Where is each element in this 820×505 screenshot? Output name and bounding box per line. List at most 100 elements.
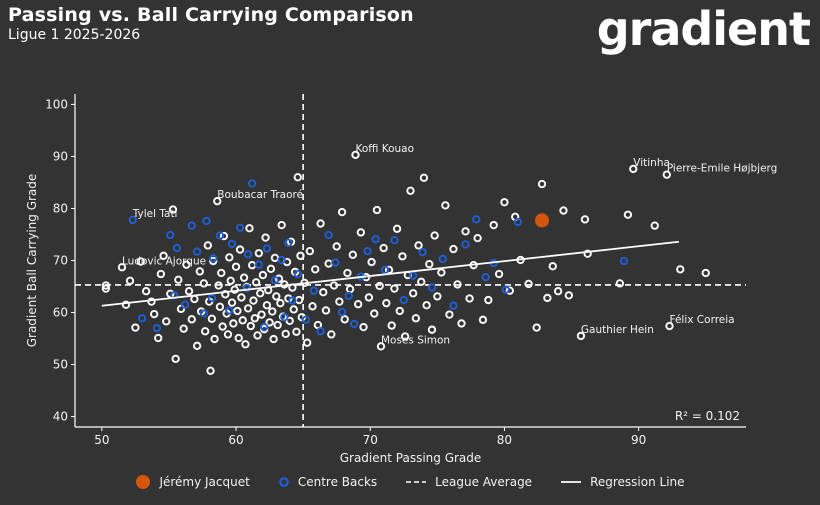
player-label: Boubacar Traoré — [217, 189, 303, 201]
legend-highlight-marker — [136, 475, 151, 489]
player-point — [387, 321, 396, 330]
legend-centre-backs-marker — [278, 477, 289, 487]
player-point — [207, 314, 217, 323]
player-point — [427, 325, 437, 334]
centre-back-point — [337, 307, 347, 317]
player-label: Pierre-Emile Højbjerg — [667, 163, 778, 175]
y-tick-label: 50 — [53, 358, 68, 372]
centre-back-point — [277, 255, 286, 265]
legend-item-average: League Average — [405, 475, 532, 489]
centre-back-point — [371, 235, 380, 244]
player-point — [231, 262, 241, 271]
centre-back-point — [449, 301, 458, 310]
player-point — [166, 289, 175, 298]
player-point — [430, 231, 439, 240]
x-tick-label: 80 — [497, 433, 512, 447]
legend-regression-label: Regression Line — [590, 475, 685, 489]
player-point — [623, 210, 633, 219]
centre-back-point — [324, 230, 333, 240]
centre-back-point — [180, 300, 190, 309]
player-point — [473, 233, 482, 243]
centre-back-point — [199, 309, 208, 318]
centre-back-point — [166, 230, 175, 240]
player-point — [340, 315, 349, 324]
centre-back-point — [128, 215, 137, 225]
y-axis-label: Gradient Ball Carrying Grade — [25, 174, 39, 348]
player-point — [359, 322, 368, 332]
centre-back-point — [427, 283, 437, 292]
centre-back-point — [363, 246, 372, 256]
player-point — [422, 301, 431, 310]
player-point — [199, 279, 208, 288]
player-point — [457, 319, 466, 328]
player-point — [321, 306, 331, 315]
player-point — [230, 285, 239, 294]
player-point — [293, 173, 302, 182]
player-point — [676, 265, 685, 274]
player-point — [548, 262, 557, 271]
player-point — [316, 219, 325, 228]
player-point — [227, 298, 237, 307]
r-squared-label: R² = 0.102 — [675, 409, 740, 423]
player-label: Moses Simon — [381, 334, 450, 346]
player-point — [348, 250, 357, 259]
centre-back-point — [235, 223, 245, 232]
legend-highlight-label: Jérémy Jacquet — [159, 475, 250, 489]
y-tick-label: 80 — [53, 201, 68, 215]
player-point — [154, 333, 163, 343]
legend-item-highlight: Jérémy Jacquet — [135, 474, 250, 490]
player-point — [629, 164, 638, 174]
x-tick-label: 70 — [363, 433, 378, 447]
centre-back-point — [209, 254, 218, 263]
player-point — [268, 307, 277, 316]
player-point — [277, 220, 286, 230]
player-point — [372, 205, 382, 215]
y-tick-label: 60 — [53, 306, 68, 320]
player-point — [201, 327, 210, 336]
player-point — [406, 186, 415, 195]
player-point — [400, 332, 410, 341]
player-point — [156, 269, 166, 279]
centre-back-point — [270, 276, 280, 285]
centre-back-point — [293, 269, 302, 279]
player-point — [203, 241, 213, 250]
player-point — [343, 268, 352, 278]
player-point — [327, 330, 336, 339]
player-point — [258, 270, 268, 280]
centre-back-point — [390, 236, 399, 245]
player-label: Tylel Tati — [132, 208, 178, 220]
player-point — [559, 206, 568, 215]
player-point — [296, 251, 305, 260]
centre-back-point — [288, 296, 297, 305]
brand-logo: gradient — [596, 2, 811, 56]
player-point — [532, 323, 541, 332]
regression-line — [101, 240, 679, 307]
centre-back-point — [501, 285, 510, 294]
player-point — [162, 317, 171, 326]
player-point — [289, 305, 298, 314]
player-point — [171, 354, 180, 363]
player-point — [250, 314, 259, 323]
player-point — [206, 366, 215, 375]
centre-back-point — [472, 215, 481, 224]
player-point — [121, 300, 131, 309]
player-point — [223, 330, 233, 339]
player-point — [241, 340, 250, 349]
player-point — [370, 309, 379, 318]
centre-back-point — [309, 286, 319, 295]
player-point — [543, 293, 552, 303]
x-tick-label: 90 — [631, 433, 646, 447]
player-point — [324, 259, 333, 268]
player-point — [494, 269, 504, 279]
centre-back-point — [225, 306, 234, 315]
player-point — [141, 287, 151, 296]
player-point — [337, 207, 347, 217]
player-point — [168, 205, 178, 214]
player-point — [356, 228, 365, 237]
player-point — [117, 263, 127, 272]
player-point — [564, 291, 574, 300]
centre-back-point — [137, 314, 147, 323]
player-point — [662, 170, 671, 179]
player-point — [489, 220, 498, 230]
